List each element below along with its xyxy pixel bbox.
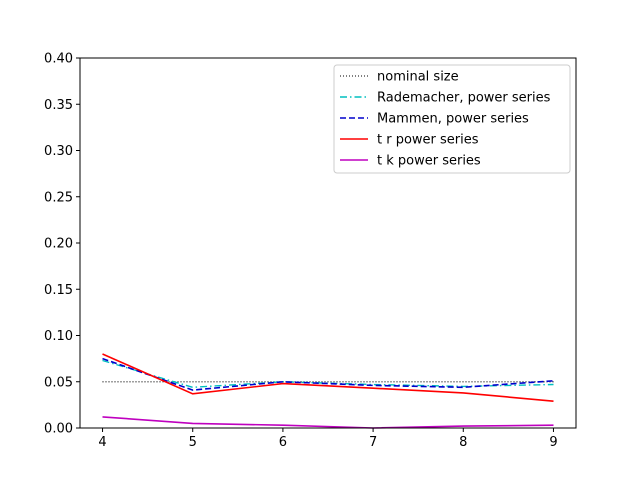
series-line-3 xyxy=(102,357,554,391)
legend-label: Rademacher, power series xyxy=(377,91,551,106)
y-tick-label: 0.15 xyxy=(44,283,73,298)
y-tick-label: 0.10 xyxy=(44,329,73,344)
y-tick-label: 0.25 xyxy=(44,190,73,205)
x-tick-label: 9 xyxy=(549,435,557,450)
x-tick-label: 7 xyxy=(369,435,377,450)
legend-label: Mammen, power series xyxy=(377,112,529,127)
legend-label: t k power series xyxy=(377,154,481,169)
y-tick-label: 0.00 xyxy=(44,422,73,437)
legend-label: nominal size xyxy=(377,70,459,85)
y-tick-label: 0.05 xyxy=(44,375,73,390)
legend: nominal size Rademacher, power series Mamm… xyxy=(333,64,571,174)
y-tick-label: 0.20 xyxy=(44,237,73,252)
legend-label: t r power series xyxy=(377,133,479,148)
x-axis: 4 5 6 7 8 9 xyxy=(98,428,558,450)
series-layer xyxy=(102,353,554,429)
x-tick-label: 5 xyxy=(189,435,197,450)
y-tick-label: 0.40 xyxy=(44,52,73,67)
y-tick-label: 0.35 xyxy=(44,98,73,113)
x-tick-label: 6 xyxy=(279,435,287,450)
series-line-4 xyxy=(102,353,554,402)
x-tick-label: 4 xyxy=(98,435,106,450)
y-tick-label: 0.30 xyxy=(44,144,73,159)
series-line-5 xyxy=(102,416,554,429)
x-tick-label: 8 xyxy=(459,435,467,450)
y-axis: 0.00 0.05 0.10 0.15 0.20 0.25 0.30 0.35 0.40 xyxy=(44,52,80,437)
legend-box xyxy=(333,64,571,174)
